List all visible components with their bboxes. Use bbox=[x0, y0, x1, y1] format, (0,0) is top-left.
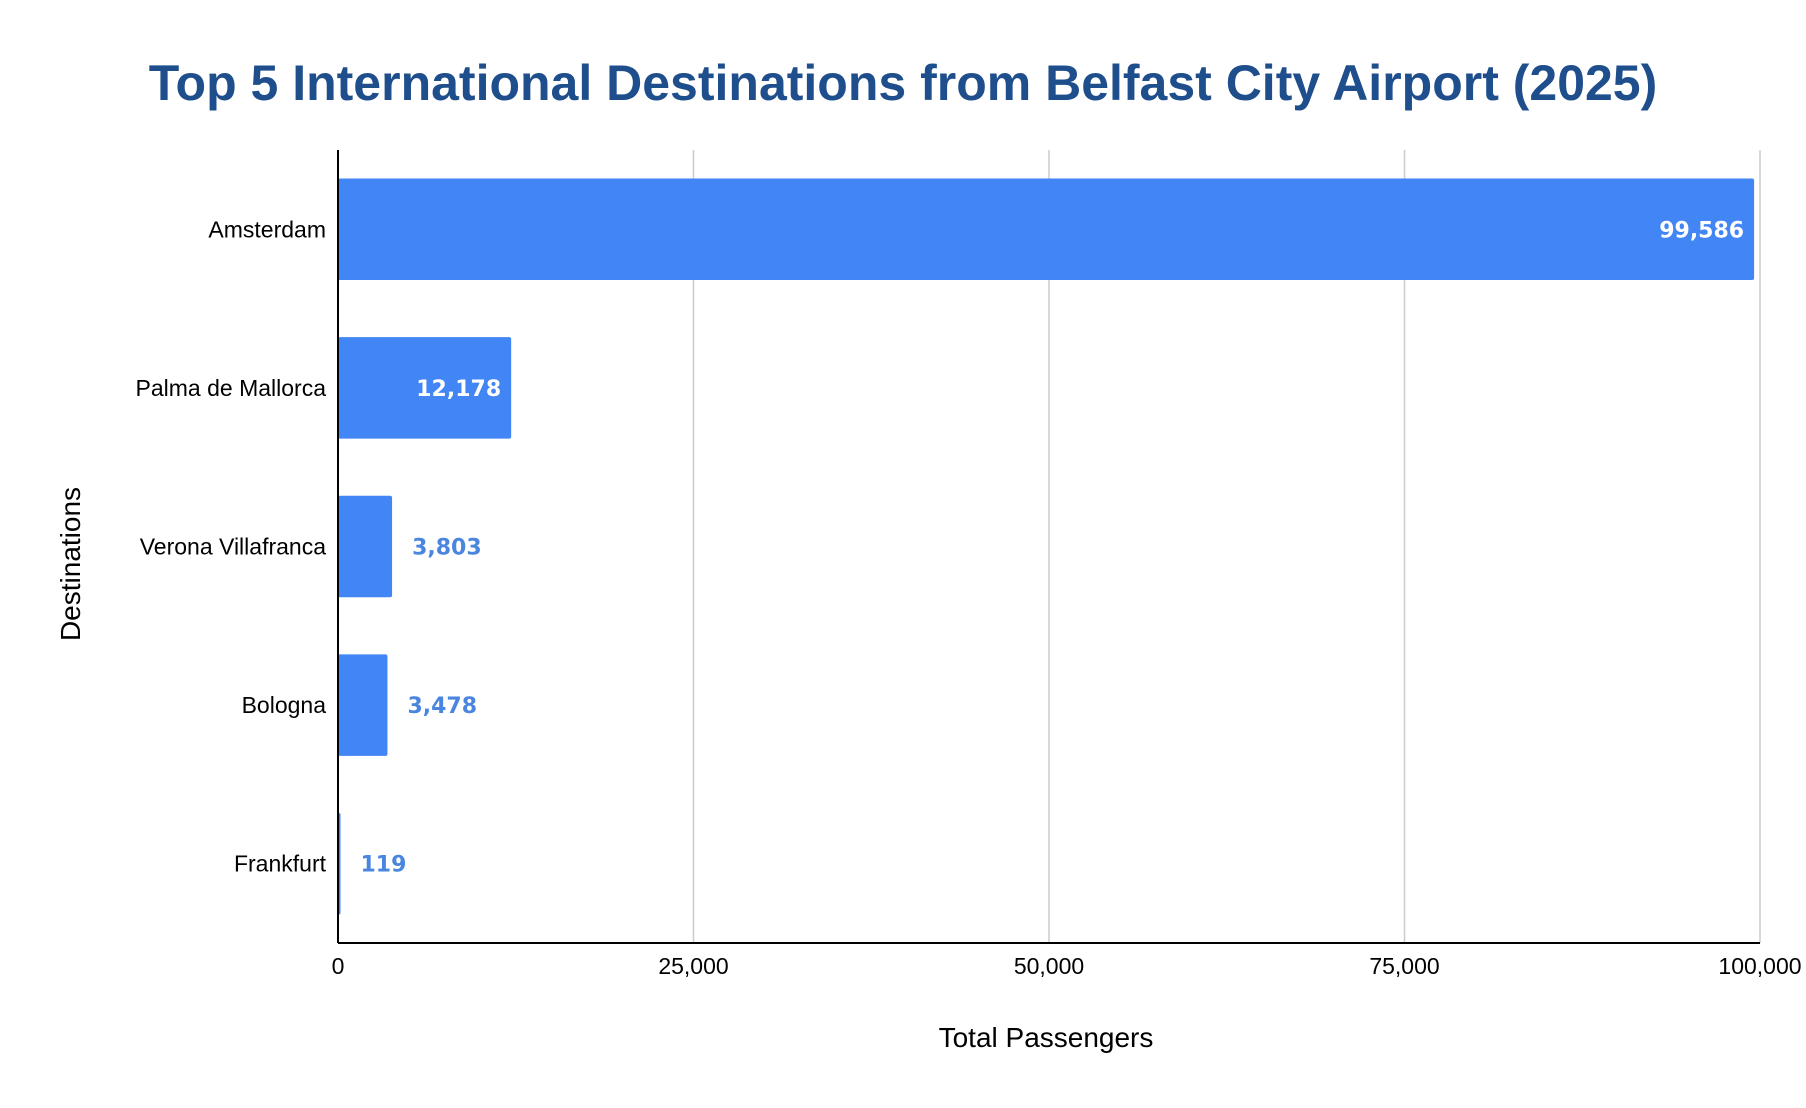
bar bbox=[338, 654, 388, 756]
x-tick-label: 25,000 bbox=[658, 953, 728, 979]
bar bbox=[338, 495, 393, 598]
data-label: 3,803 bbox=[412, 536, 482, 561]
chart-title: Top 5 International Destinations from Be… bbox=[149, 55, 1658, 111]
category-label: Frankfurt bbox=[234, 851, 327, 877]
x-tick-label: 50,000 bbox=[1014, 953, 1084, 979]
y-axis-title: Destinations bbox=[55, 487, 86, 641]
gridlines bbox=[692, 150, 1761, 943]
axes bbox=[337, 150, 1760, 944]
x-tick-label: 0 bbox=[332, 953, 345, 979]
category-label: Bologna bbox=[242, 692, 327, 718]
category-label: Verona Villafranca bbox=[140, 534, 326, 560]
data-label: 119 bbox=[361, 853, 407, 878]
x-axis-title: Total Passengers bbox=[939, 1022, 1154, 1053]
data-label: 3,478 bbox=[407, 694, 477, 719]
bar bbox=[338, 178, 1755, 281]
data-label: 99,586 bbox=[1659, 218, 1744, 243]
labels: 0 25,000 50,000 75,000 100,000 Amsterdam 99,58… bbox=[136, 216, 1802, 979]
bar bbox=[338, 337, 512, 439]
category-label: Amsterdam bbox=[208, 216, 326, 242]
x-tick-label: 100,000 bbox=[1718, 953, 1801, 979]
x-tick-label: 75,000 bbox=[1369, 953, 1439, 979]
bars bbox=[338, 178, 1755, 915]
category-label: Palma de Mallorca bbox=[136, 375, 327, 401]
data-label: 12,178 bbox=[416, 377, 501, 402]
